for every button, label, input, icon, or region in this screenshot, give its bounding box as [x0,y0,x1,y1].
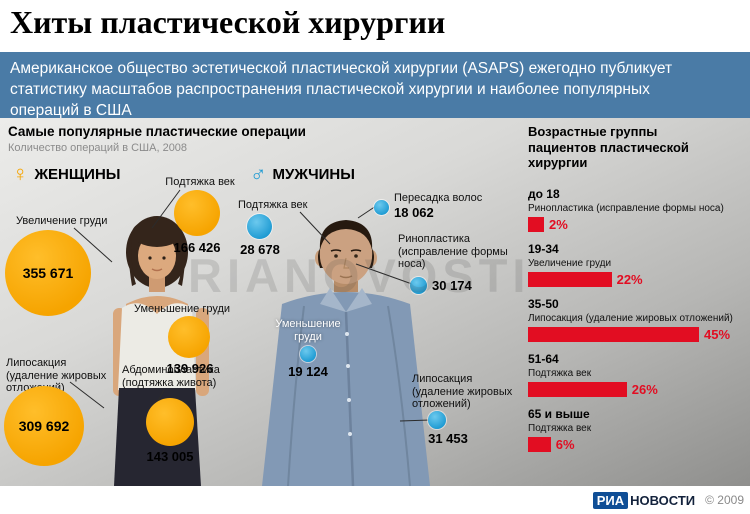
age-row-0: до 18 Ринопластика (исправление формы но… [528,187,744,232]
age-row-2: 35-50 Липосакция (удаление жировых отлож… [528,297,744,342]
bubble-men-breast-reduction [300,346,316,362]
bubble-women-liposuction: 309 692 [4,386,84,466]
bubble-women-breast-augmentation: 355 671 [5,230,91,316]
op-label-women-breast-augmentation: Увеличение груди [16,215,108,227]
chart-area: Самые популярные пластические операции К… [0,118,750,486]
age-range: 35-50 [528,296,559,311]
bubble-women-breast-reduction [168,316,210,358]
age-groups-title: Возрастные группы пациентов пластической… [528,124,689,171]
age-row-1: 19-34 Увеличение груди 22% [528,242,744,287]
age-procedure: Подтяжка век [528,367,592,379]
op-value-women-breast-reduction: 139 926 [166,361,214,376]
age-procedure: Липосакция (удаление жировых отложений) [528,312,733,324]
age-bar-4 [528,436,551,452]
age-bar-3 [528,381,627,397]
age-bar-1 [528,271,612,287]
men-label: МУЖЧИНЫ [272,165,355,183]
op-label-men-rhinoplasty: Ринопластика (исправление формы носа) [398,233,508,271]
age-pct: 26% [631,381,658,397]
age-range: 51-64 [528,351,559,366]
op-value-men-eyelid-lift: 28 678 [240,242,280,257]
op-value-men-liposuction: 31 453 [428,431,468,446]
op-value-women-eyelid-lift: 166 426 [173,240,221,255]
op-label-women-breast-reduction: Уменьшение груди [134,303,231,315]
women-header: ♀ ЖЕНЩИНЫ [12,163,120,185]
female-symbol-icon: ♀ [12,161,29,186]
logo-ria-box: РИА [592,491,629,509]
age-pct: 45% [704,326,731,342]
age-groups-panel: Возрастные группы пациентов пластической… [528,124,744,462]
op-value-women-abdominoplasty: 143 005 [146,449,194,464]
age-procedure: Ринопластика (исправление формы носа) [528,202,724,214]
op-label-women-abdominoplasty: Абдоминопластика (подтяжка живота) [122,364,220,389]
age-procedure: Увеличение груди [528,257,612,269]
op-label-men-eyelid-lift: Подтяжка век [238,199,308,211]
bubble-women-eyelid-lift [174,190,220,236]
bubble-men-eyelid-lift [247,214,272,239]
op-label-women-eyelid-lift: Подтяжка век [165,176,235,188]
bubble-men-liposuction [428,411,446,429]
ria-novosti-logo: РИА НОВОСТИ [592,491,696,509]
age-range: 65 и выше [528,406,590,421]
age-bar-2 [528,326,699,342]
women-label: ЖЕНЩИНЫ [34,165,121,183]
logo-novosti-text: НОВОСТИ [630,492,696,508]
section-title: Самые популярные пластические операции [8,124,306,139]
op-value-women-breast-augmentation: 355 671 [22,265,74,281]
age-row-4: 65 и выше Подтяжка век 6% [528,407,744,452]
op-label-men-hair-transplant: Пересадка волос [394,192,483,204]
bubble-women-abdominoplasty [146,398,194,446]
age-range: до 18 [528,186,560,201]
men-header: ♂ МУЖЧИНЫ [250,163,355,185]
intro-banner: Американское общество эстетической пласт… [0,52,750,119]
male-symbol-icon: ♂ [250,161,267,186]
age-pct: 2% [549,216,568,232]
bubble-men-hair-transplant [374,200,389,215]
age-range: 19-34 [528,241,559,256]
header: Хиты пластической хирургии [0,0,750,52]
age-bar-0 [528,216,544,232]
section-subtitle: Количество операций в США, 2008 [8,142,188,154]
copyright: © 2009 [705,493,744,507]
op-value-men-breast-reduction: 19 124 [288,364,328,379]
op-label-women-liposuction: Липосакция (удаление жировых отложений) [6,357,107,394]
op-value-men-rhinoplasty: 30 174 [432,278,472,293]
op-value-women-liposuction: 309 692 [18,418,70,434]
op-label-men-breast-reduction: Уменьшение груди [275,318,341,343]
footer: РИА НОВОСТИ © 2009 [0,486,750,514]
bubble-men-rhinoplasty [410,277,427,294]
age-pct: 22% [616,271,643,287]
intro-text: Американское общество эстетической пласт… [10,60,673,119]
op-label-men-liposuction: Липосакция (удаление жировых отложений) [412,373,513,411]
age-pct: 6% [555,436,575,452]
op-value-men-hair-transplant: 18 062 [394,205,434,220]
page-title: Хиты пластической хирургии [10,4,446,40]
age-row-3: 51-64 Подтяжка век 26% [528,352,744,397]
age-procedure: Подтяжка век [528,422,592,434]
